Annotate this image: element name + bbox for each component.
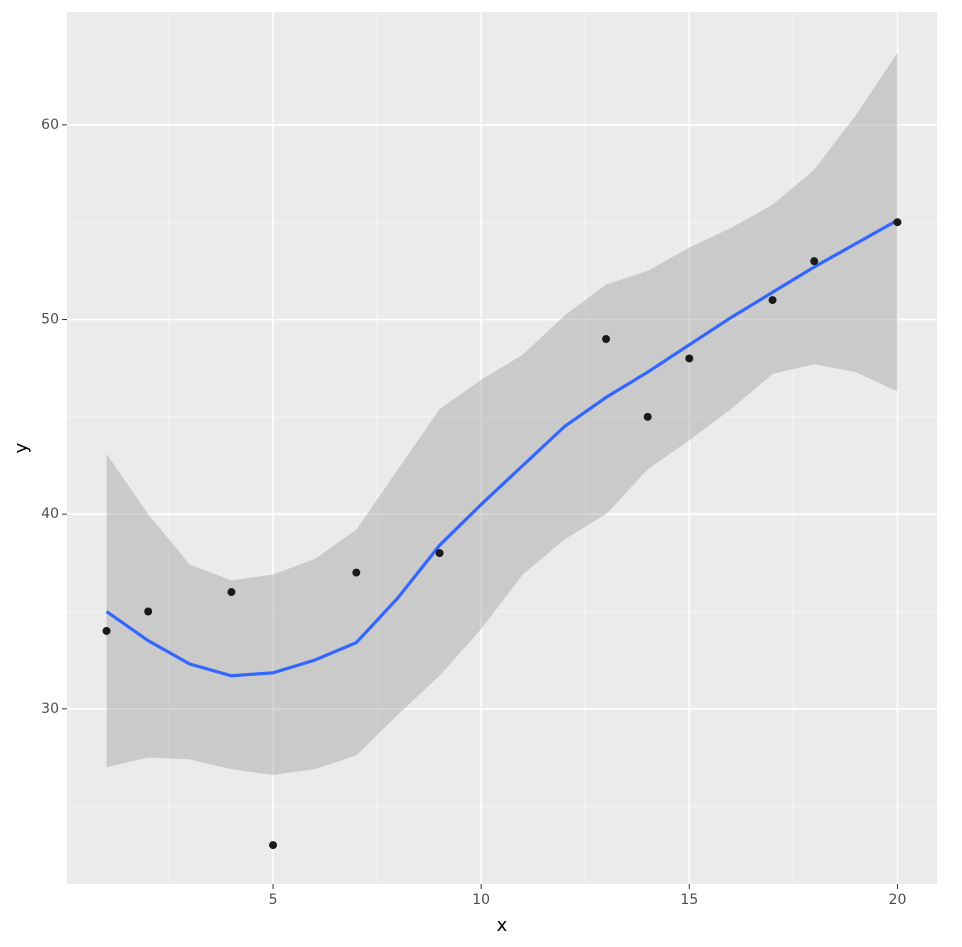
x-tick-label: 20 — [889, 892, 907, 908]
x-tick-label: 5 — [269, 892, 278, 908]
confidence-band — [106, 52, 898, 775]
x-tick-label: 15 — [680, 892, 698, 908]
point — [643, 412, 652, 421]
y-tick-label: 30 — [41, 701, 59, 717]
smooth-line — [105, 218, 899, 678]
x-axis-title: x — [497, 915, 508, 936]
panel — [67, 12, 937, 884]
y-axis-title: y — [11, 442, 32, 453]
point — [227, 588, 236, 597]
point — [352, 568, 361, 577]
y-tick-label: 60 — [41, 117, 59, 133]
point — [602, 335, 611, 343]
point — [144, 607, 153, 616]
point — [269, 841, 278, 850]
point — [768, 296, 777, 305]
point — [435, 549, 444, 558]
point — [685, 354, 694, 363]
y-tick-label: 50 — [41, 312, 59, 328]
x-tick-label: 10 — [472, 892, 490, 908]
point — [102, 626, 111, 635]
point — [893, 218, 902, 227]
point — [810, 257, 819, 266]
y-tick-label: 40 — [41, 506, 59, 522]
